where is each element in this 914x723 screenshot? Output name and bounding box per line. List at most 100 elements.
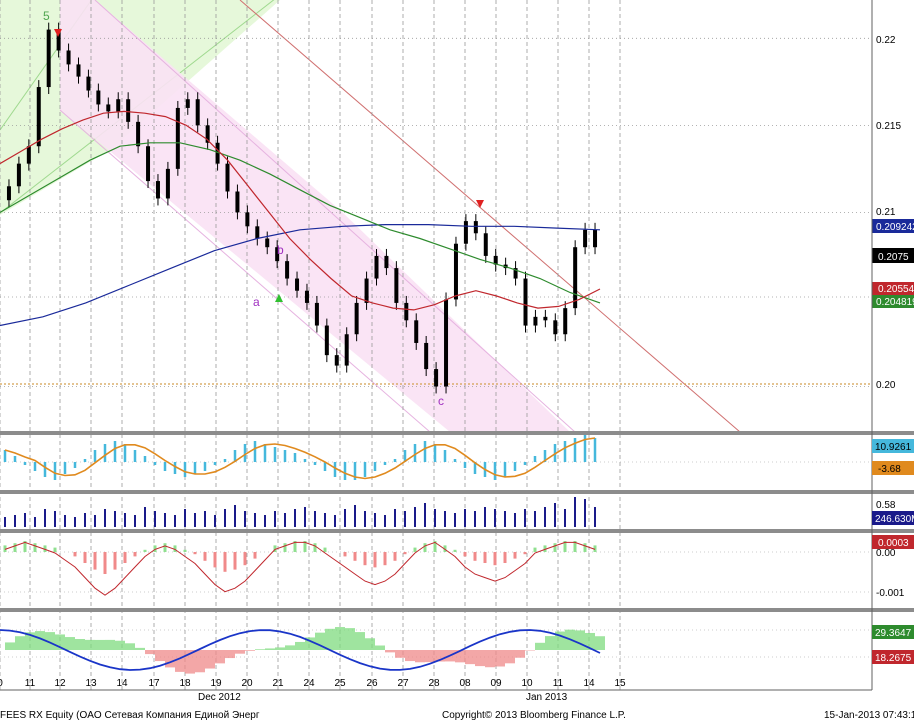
candle-body — [185, 99, 190, 108]
candle-body — [424, 342, 429, 370]
dmi-badge-green — [872, 625, 914, 639]
candle-body — [255, 226, 260, 239]
ma-mid-value: 0.204819 — [876, 297, 914, 308]
x-tick-label: 0 — [0, 678, 3, 689]
osc-value: 10.9261 — [875, 442, 912, 453]
x-tick-label: 17 — [148, 678, 160, 689]
markers — [54, 29, 484, 302]
candle-body — [225, 163, 230, 192]
candle-body — [106, 104, 111, 112]
last-price-badge — [872, 248, 914, 263]
candle-body — [36, 87, 41, 147]
hist-signal-line — [4, 541, 596, 596]
osc-badge-orange — [872, 461, 914, 475]
candle-body — [275, 247, 280, 262]
candle-body — [394, 268, 399, 303]
candle-body — [513, 268, 518, 279]
x-tick-label: 12 — [54, 678, 66, 689]
candle-body — [374, 255, 379, 279]
candle-body — [344, 334, 349, 366]
ma-fast-value: 0.20554 — [878, 284, 914, 295]
candles — [6, 22, 598, 394]
candle-body — [285, 261, 290, 279]
ma-slow-value: 0.209242 — [876, 222, 914, 233]
panel-separators — [0, 0, 914, 690]
wave-label-b: b — [277, 243, 284, 257]
candle-body — [295, 278, 300, 291]
candle-body — [86, 76, 91, 91]
x-tick-label: 25 — [334, 678, 346, 689]
candle-body — [463, 221, 468, 244]
y-tick-label: 0.20 — [876, 380, 896, 391]
candle-body — [96, 90, 101, 105]
candle-body — [453, 243, 458, 300]
candle-body — [195, 99, 200, 126]
hist-value: 0.0003 — [878, 538, 909, 549]
osc-badge-blue — [872, 439, 914, 453]
candle-body — [334, 355, 339, 366]
security-name: FEES RX Equity (OAO Сетевая Компания Еди… — [0, 710, 260, 721]
x-tick-label: 08 — [459, 678, 471, 689]
x-tick-label: 20 — [241, 678, 253, 689]
y-tick-label: 0.215 — [876, 121, 901, 132]
x-tick-label: 21 — [272, 678, 284, 689]
y-tick-label: 0.22 — [876, 35, 896, 46]
candle-body — [483, 233, 488, 256]
x-tick-label: 28 — [428, 678, 440, 689]
month-label-jan: Jan 2013 — [526, 692, 568, 703]
candle-body — [414, 320, 419, 343]
volume-value: 246.630M — [875, 514, 914, 525]
x-tick-label: 11 — [553, 678, 564, 689]
x-tick-label: 11 — [25, 678, 36, 689]
candle-body — [215, 142, 220, 164]
volume-badge — [872, 511, 914, 525]
x-tick-label: 18 — [179, 678, 191, 689]
candle-body — [324, 325, 329, 356]
candle-body — [116, 99, 121, 112]
sell-signal-marker — [54, 29, 62, 37]
candle-body — [126, 99, 131, 122]
candle-body — [165, 168, 170, 199]
volume-scale: 0.58 — [876, 500, 896, 511]
candle-body — [56, 29, 61, 51]
channel-upper-line — [94, 0, 576, 433]
osc-signal-line — [4, 437, 596, 480]
candle-body — [304, 290, 309, 303]
candle-body — [444, 299, 449, 387]
osc-signal-value: -3.68 — [878, 464, 901, 475]
wave-label-c: c — [438, 394, 444, 408]
candle-body — [434, 369, 439, 387]
candle-body — [473, 221, 478, 234]
candle-body — [364, 278, 369, 303]
wave-label-5: 5 — [43, 9, 50, 23]
candle-body — [16, 163, 21, 187]
candle-body — [235, 191, 240, 213]
ma-slow-badge — [872, 219, 914, 233]
last-price-value: 0.2075 — [878, 252, 909, 263]
candle-body — [593, 229, 598, 248]
grid — [0, 0, 872, 690]
candle-body — [205, 125, 210, 143]
sell-signal-marker — [476, 200, 484, 208]
volume-panel — [4, 497, 596, 527]
hist-badge — [872, 535, 914, 549]
month-label-dec: Dec 2012 — [198, 692, 241, 703]
x-tick-label: 10 — [521, 678, 533, 689]
x-tick-label: 14 — [116, 678, 128, 689]
price-badges: 0.209242 0.2075 0.20554 0.204819 — [872, 219, 914, 308]
candle-body — [66, 50, 71, 65]
candle-body — [493, 255, 498, 265]
x-tick-label: 26 — [366, 678, 378, 689]
x-tick-label: 27 — [397, 678, 409, 689]
x-tick-label: 24 — [303, 678, 315, 689]
candle-body — [155, 181, 160, 199]
candle-body — [553, 320, 558, 335]
candle-body — [404, 302, 409, 321]
candle-body — [314, 302, 319, 326]
ma-mid-line — [0, 142, 601, 304]
x-tick-label: 14 — [583, 678, 595, 689]
wave-label-a: a — [253, 295, 260, 309]
candle-body — [543, 316, 548, 321]
candle-body — [245, 212, 250, 227]
